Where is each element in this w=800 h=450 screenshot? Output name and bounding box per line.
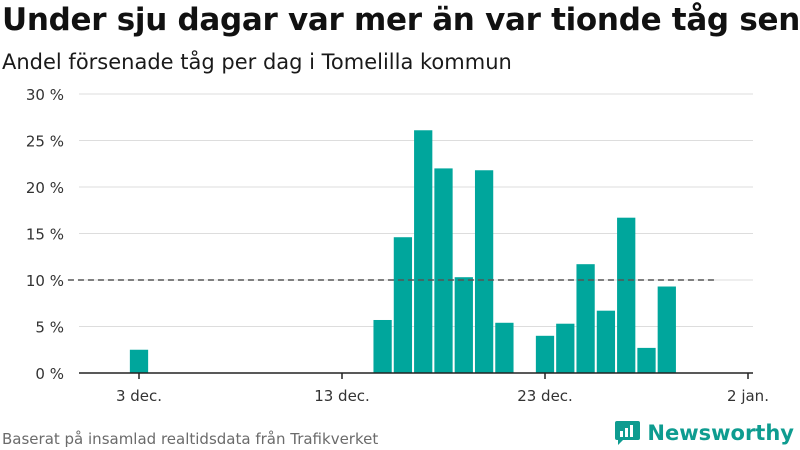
- y-tick-label: 20 %: [26, 179, 64, 197]
- bar: [657, 286, 676, 373]
- bar: [393, 237, 413, 373]
- bar: [535, 335, 555, 373]
- brand-logo[interactable]: Newsworthy: [614, 419, 794, 446]
- newsworthy-logo-icon: [615, 421, 641, 445]
- source-note: Baserat på insamlad realtidsdata från Tr…: [2, 430, 379, 448]
- bar: [596, 310, 616, 373]
- bar: [454, 277, 473, 373]
- bar: [637, 347, 656, 373]
- x-tick-label: 23 dec.: [517, 387, 573, 405]
- bar-chart: 0 % 5 % 10 % 15 % 20 % 25 % 30 % 3 dec. 13 dec. 2…: [26, 86, 769, 405]
- bar: [129, 349, 149, 373]
- bar: [495, 322, 514, 373]
- bar: [373, 319, 392, 373]
- x-tick-label: 2 jan.: [727, 387, 769, 405]
- y-tick-label: 15 %: [26, 226, 64, 244]
- y-tick-label: 0 %: [35, 365, 64, 383]
- bar: [434, 168, 453, 373]
- bars: [129, 130, 676, 373]
- x-tick-label: 13 dec.: [314, 387, 370, 405]
- y-tick-label: 5 %: [35, 319, 64, 337]
- y-tick-label: 30 %: [26, 86, 64, 104]
- bar: [414, 130, 433, 373]
- brand-name: Newsworthy: [647, 420, 794, 445]
- chart-subtitle: Andel försenade tåg per dag i Tomelilla …: [2, 50, 512, 74]
- bar: [576, 264, 595, 373]
- axes: 0 % 5 % 10 % 15 % 20 % 25 % 30 % 3 dec. 13 dec. 2…: [26, 86, 769, 405]
- y-tick-label: 25 %: [26, 133, 64, 151]
- bar: [617, 217, 636, 373]
- bar: [556, 323, 575, 373]
- y-tick-label: 10 %: [26, 272, 64, 290]
- x-tick-label: 3 dec.: [116, 387, 162, 405]
- bar: [474, 170, 494, 373]
- chart-title: Under sju dagar var mer än var tionde tå…: [2, 2, 800, 38]
